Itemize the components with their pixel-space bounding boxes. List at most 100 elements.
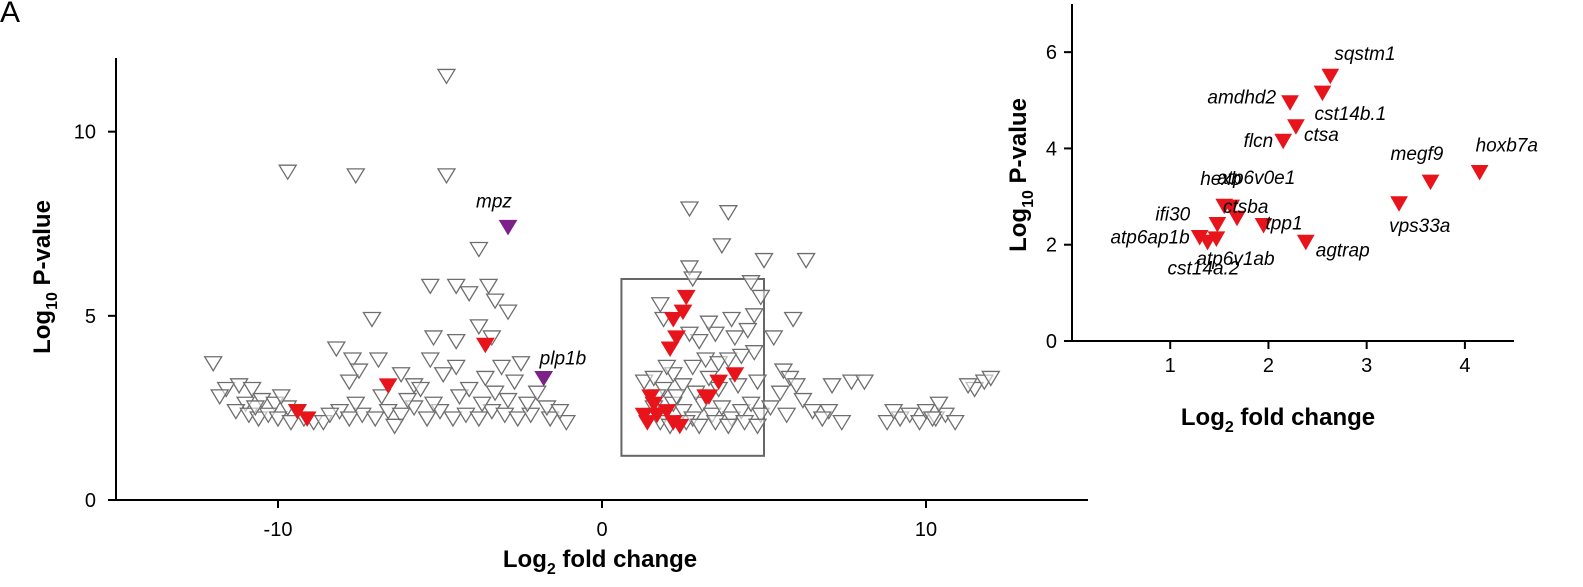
grey-point [746, 309, 763, 323]
grey-point [500, 305, 517, 319]
grey-point [470, 243, 487, 257]
red-point [678, 290, 695, 304]
grey-point [798, 254, 815, 268]
inset-x-tick-label: 3 [1361, 355, 1372, 377]
gene-label-flcn: flcn [1244, 131, 1274, 152]
grey-point [765, 331, 782, 345]
grey-point [470, 412, 487, 426]
grey-point [720, 206, 737, 220]
gene-label-amdhd2: amdhd2 [1207, 88, 1276, 109]
grey-point [509, 412, 526, 426]
main-y-tick-label: 10 [74, 122, 96, 144]
main-x-axis-title: Log2 fold change [503, 546, 697, 578]
grey-point [785, 313, 802, 327]
grey-point [743, 276, 760, 290]
grey-point [341, 412, 358, 426]
grey-point [370, 353, 387, 367]
main-x-tick-label: 0 [596, 519, 607, 541]
inset-y-tick-label: 0 [1046, 331, 1057, 353]
main-y-tick-label: 0 [85, 490, 96, 512]
inset-x-tick-label: 4 [1459, 355, 1470, 377]
grey-point [347, 169, 364, 183]
grey-point [451, 390, 468, 404]
inset-point-ctsa [1288, 120, 1304, 134]
inset-y-tick-label: 6 [1046, 42, 1057, 64]
grey-point [477, 371, 494, 385]
gene-label-cst14b.1: cst14b.1 [1314, 104, 1386, 125]
grey-point [778, 408, 795, 422]
grey-point [363, 313, 380, 327]
grey-point [480, 279, 497, 293]
inset-y-axis-title: Log10 P-value [1005, 98, 1037, 252]
grey-point [681, 202, 698, 216]
volcano-plot: -10 0 10 0 5 10 mpz plp1b Log2 fold change Log… [29, 58, 1088, 578]
grey-point [756, 254, 773, 268]
main-x-tick-label: -10 [264, 519, 293, 541]
inset-point-amdhd2 [1282, 96, 1298, 110]
gene-label-atp6v1ab: atp6v1ab [1196, 249, 1274, 270]
grey-point [419, 412, 436, 426]
gene-label-ctsba: ctsba [1223, 197, 1268, 218]
grey-point [772, 386, 789, 400]
main-x-tick-label: 10 [915, 519, 937, 541]
grey-point [444, 412, 461, 426]
grey-point [513, 357, 530, 371]
inset-y-tick-label: 4 [1046, 138, 1057, 160]
grey-point [652, 298, 669, 312]
inset-point-agtrap [1298, 235, 1314, 249]
grey-point [752, 290, 769, 304]
grey-point [713, 239, 730, 253]
inset-point-ifi30 [1209, 217, 1225, 231]
inset-y-tick-label: 2 [1046, 235, 1057, 257]
grey-point [279, 165, 296, 179]
grey-point [422, 279, 439, 293]
inset-point-megf9 [1423, 175, 1439, 189]
gene-label-mpz: mpz [476, 191, 512, 212]
main-y-tick-label: 5 [85, 306, 96, 328]
inset-x-tick-label: 2 [1263, 355, 1274, 377]
grey-point [856, 375, 873, 389]
grey-point [448, 335, 465, 349]
inset-point-flcn [1275, 134, 1291, 148]
red-point [662, 342, 679, 356]
gene-label-hoxb7a: hoxb7a [1476, 136, 1538, 157]
purple-point [535, 371, 552, 385]
gene-label-tpp1: tpp1 [1266, 213, 1303, 234]
grey-point [730, 379, 747, 393]
gene-label-ifi30: ifi30 [1155, 204, 1190, 225]
gene-label-sqstm1: sqstm1 [1334, 44, 1395, 65]
grey-point [386, 419, 403, 433]
grey-point [691, 335, 708, 349]
grey-point [435, 368, 452, 382]
main-y-axis-title: Log10 P-value [29, 200, 61, 354]
grey-point [684, 360, 701, 374]
gene-label-agtrap: agtrap [1316, 240, 1370, 261]
grey-point [947, 416, 964, 430]
inset-point-hoxb7a [1472, 166, 1488, 180]
grey-point [461, 287, 478, 301]
grey-point [422, 353, 439, 367]
purple-point [500, 220, 517, 234]
grey-point [425, 331, 442, 345]
inset-plot: 1 2 3 40246 sqstm1cst14b.1amdhd2ctsaflcn hox… [1005, 4, 1538, 436]
inset-point-vps33a [1391, 197, 1407, 211]
gene-label-megf9: megf9 [1391, 144, 1444, 165]
grey-point [723, 313, 740, 327]
gene-label-ctsa: ctsa [1304, 125, 1339, 146]
gene-label-plp1b: plp1b [539, 348, 587, 369]
grey-point [493, 360, 510, 374]
grey-point [205, 357, 222, 371]
inset-point-sqstm1 [1322, 69, 1338, 83]
inset-point-cst14b.1 [1314, 86, 1330, 100]
grey-point [726, 331, 743, 345]
gene-label-atp6ap1b: atp6ap1b [1110, 227, 1189, 248]
grey-point [367, 412, 384, 426]
grey-point [328, 342, 345, 356]
panel-label: A [0, 0, 20, 29]
grey-point [824, 379, 841, 393]
grey-point [506, 375, 523, 389]
gene-label-vps33a: vps33a [1389, 216, 1450, 237]
grey-point [438, 69, 455, 83]
grey-point [500, 394, 517, 408]
